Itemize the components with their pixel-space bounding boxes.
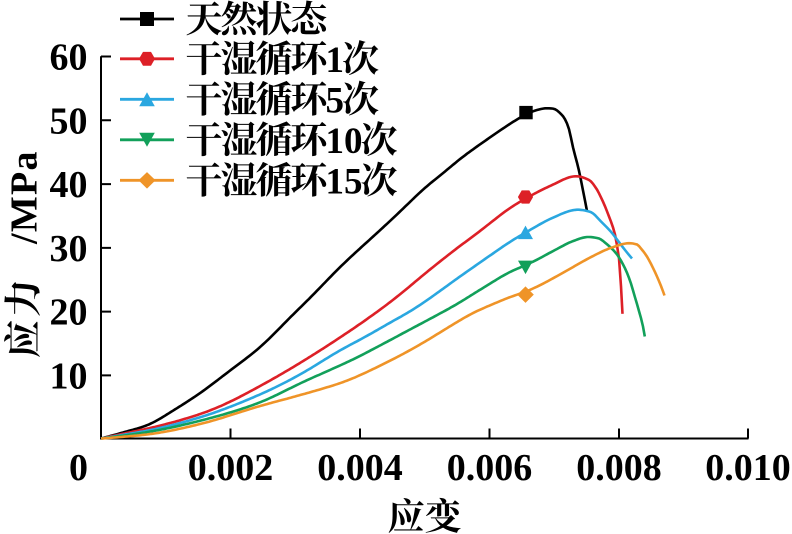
svg-text:/MPa: /MPa [4, 150, 46, 245]
svg-text:0.004: 0.004 [317, 447, 403, 489]
svg-text:50: 50 [50, 100, 88, 142]
svg-text:5: 5 [326, 80, 345, 121]
svg-text:10: 10 [50, 355, 88, 397]
svg-text:40: 40 [50, 164, 88, 206]
svg-text:30: 30 [50, 228, 88, 270]
svg-text:1: 1 [326, 40, 345, 81]
svg-text:10: 10 [326, 121, 363, 162]
svg-text:0.008: 0.008 [576, 447, 662, 489]
svg-text:20: 20 [50, 292, 88, 334]
svg-text:0.002: 0.002 [188, 447, 274, 489]
svg-text:0.006: 0.006 [447, 447, 533, 489]
svg-text:60: 60 [50, 37, 88, 79]
svg-text:0: 0 [69, 447, 88, 489]
svg-text:15: 15 [326, 161, 363, 202]
svg-text:0.010: 0.010 [705, 447, 791, 489]
